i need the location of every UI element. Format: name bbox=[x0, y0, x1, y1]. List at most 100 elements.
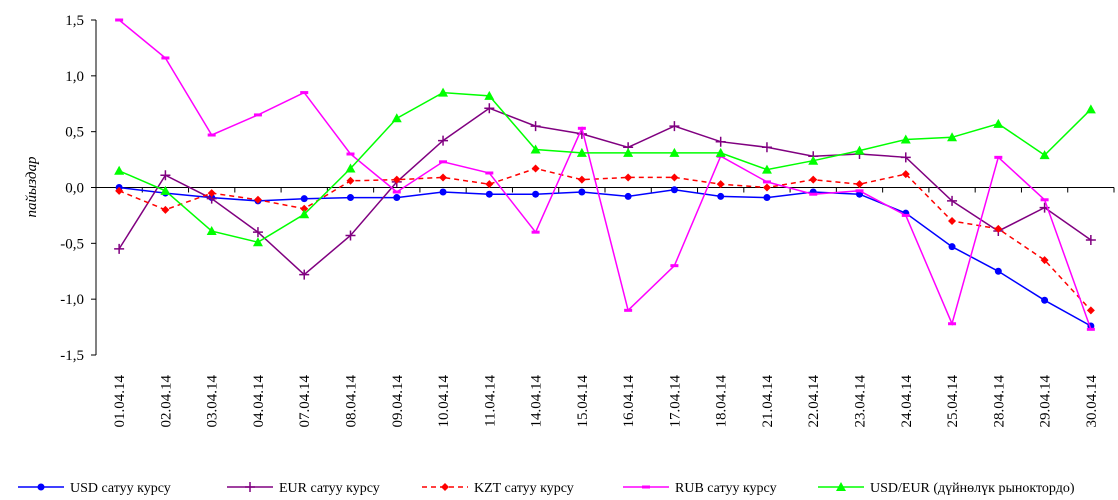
data-point bbox=[624, 308, 633, 312]
legend-label: USD сатуу курсу bbox=[70, 481, 171, 496]
data-point bbox=[114, 243, 125, 254]
data-point bbox=[855, 189, 864, 193]
x-tick-label: 23.04.14 bbox=[853, 375, 869, 428]
x-tick-label: 29.04.14 bbox=[1038, 375, 1054, 428]
legend-item: USD сатуу курсу bbox=[18, 481, 171, 496]
data-point bbox=[530, 121, 541, 132]
legend-label: KZT сатуу курсу bbox=[474, 481, 574, 496]
data-point bbox=[347, 194, 354, 202]
y-axis-label: пайыздар bbox=[24, 156, 40, 217]
data-point bbox=[578, 188, 586, 196]
series-0 bbox=[115, 184, 1095, 330]
x-tick-label: 16.04.14 bbox=[621, 375, 637, 428]
x-tick-label: 15.04.14 bbox=[575, 375, 591, 428]
y-tick-label: 1,0 bbox=[65, 69, 84, 85]
data-point bbox=[299, 269, 310, 280]
x-tick-label: 18.04.14 bbox=[714, 375, 730, 428]
legend-item: USD/EUR (дүйнөлүк рыноктордо) bbox=[818, 481, 1075, 496]
data-point bbox=[300, 204, 309, 213]
data-point bbox=[439, 160, 448, 164]
data-point bbox=[994, 155, 1003, 159]
y-tick-label: 1,5 bbox=[65, 13, 84, 29]
legend-marker bbox=[245, 482, 255, 492]
series-3 bbox=[115, 18, 1095, 331]
x-tick-label: 08.04.14 bbox=[344, 375, 360, 428]
data-point bbox=[809, 175, 818, 184]
data-point bbox=[439, 173, 448, 182]
y-tick-label: -1,0 bbox=[60, 292, 84, 308]
data-point bbox=[346, 152, 355, 156]
data-point bbox=[115, 186, 124, 195]
data-point bbox=[623, 147, 634, 157]
data-point bbox=[532, 190, 540, 198]
data-point bbox=[1040, 198, 1049, 202]
data-point bbox=[948, 322, 957, 326]
data-point bbox=[808, 155, 819, 165]
data-point bbox=[670, 173, 679, 182]
data-point bbox=[901, 213, 910, 217]
x-tick-label: 30.04.14 bbox=[1084, 375, 1100, 428]
x-tick-label: 09.04.14 bbox=[390, 375, 406, 428]
data-point bbox=[716, 180, 725, 189]
legend-item: RUB сатуу курсу bbox=[623, 481, 777, 496]
data-point bbox=[531, 230, 540, 234]
legend-marker bbox=[642, 485, 650, 489]
data-point bbox=[160, 170, 171, 181]
data-point bbox=[762, 180, 771, 184]
data-point bbox=[392, 175, 401, 184]
data-point bbox=[114, 165, 125, 175]
legend-marker bbox=[836, 482, 846, 491]
x-tick-label: 02.04.14 bbox=[158, 375, 174, 428]
legend-item: KZT сатуу курсу bbox=[422, 481, 574, 496]
x-tick-label: 28.04.14 bbox=[991, 375, 1007, 428]
x-tick-label: 04.04.14 bbox=[251, 375, 267, 428]
data-point bbox=[530, 144, 541, 154]
series-line bbox=[118, 107, 1092, 276]
legend-label: USD/EUR (дүйнөлүк рыноктордо) bbox=[870, 481, 1075, 496]
data-point bbox=[345, 163, 356, 173]
data-point bbox=[763, 194, 771, 202]
data-point bbox=[624, 173, 633, 182]
data-point bbox=[576, 147, 587, 157]
data-point bbox=[438, 135, 449, 146]
data-point bbox=[484, 103, 495, 114]
data-point bbox=[901, 170, 910, 179]
data-point bbox=[900, 152, 911, 163]
y-tick-label: 0,0 bbox=[65, 181, 84, 197]
x-tick-label: 03.04.14 bbox=[205, 375, 221, 428]
y-tick-label: -1,5 bbox=[60, 348, 84, 364]
x-tick-label: 10.04.14 bbox=[436, 375, 452, 428]
series-line bbox=[119, 186, 1092, 327]
series-line bbox=[118, 19, 1092, 330]
data-point bbox=[994, 267, 1002, 275]
data-point bbox=[669, 121, 680, 132]
legend-label: RUB сатуу курсу bbox=[675, 481, 777, 496]
data-point bbox=[715, 136, 726, 147]
data-point bbox=[809, 192, 818, 196]
y-tick-label: -0,5 bbox=[60, 236, 84, 252]
data-point bbox=[855, 180, 864, 189]
data-point bbox=[300, 91, 309, 95]
data-point bbox=[670, 264, 679, 268]
data-point bbox=[994, 224, 1003, 233]
data-point bbox=[299, 209, 310, 219]
data-point bbox=[346, 176, 355, 185]
data-point bbox=[761, 164, 772, 174]
legend-item: EUR сатуу курсу bbox=[227, 481, 380, 496]
data-point bbox=[485, 171, 494, 175]
x-tick-label: 17.04.14 bbox=[667, 375, 683, 428]
data-point bbox=[947, 132, 958, 142]
data-point bbox=[252, 237, 263, 247]
data-point bbox=[161, 205, 170, 214]
data-point bbox=[948, 243, 956, 251]
data-point bbox=[115, 18, 124, 22]
data-point bbox=[531, 164, 540, 173]
data-point bbox=[577, 175, 586, 184]
legend-marker bbox=[441, 483, 449, 491]
data-point bbox=[854, 145, 865, 155]
series-line bbox=[118, 167, 1092, 311]
series-2 bbox=[115, 164, 1095, 315]
data-point bbox=[300, 195, 308, 203]
data-point bbox=[1085, 234, 1096, 245]
